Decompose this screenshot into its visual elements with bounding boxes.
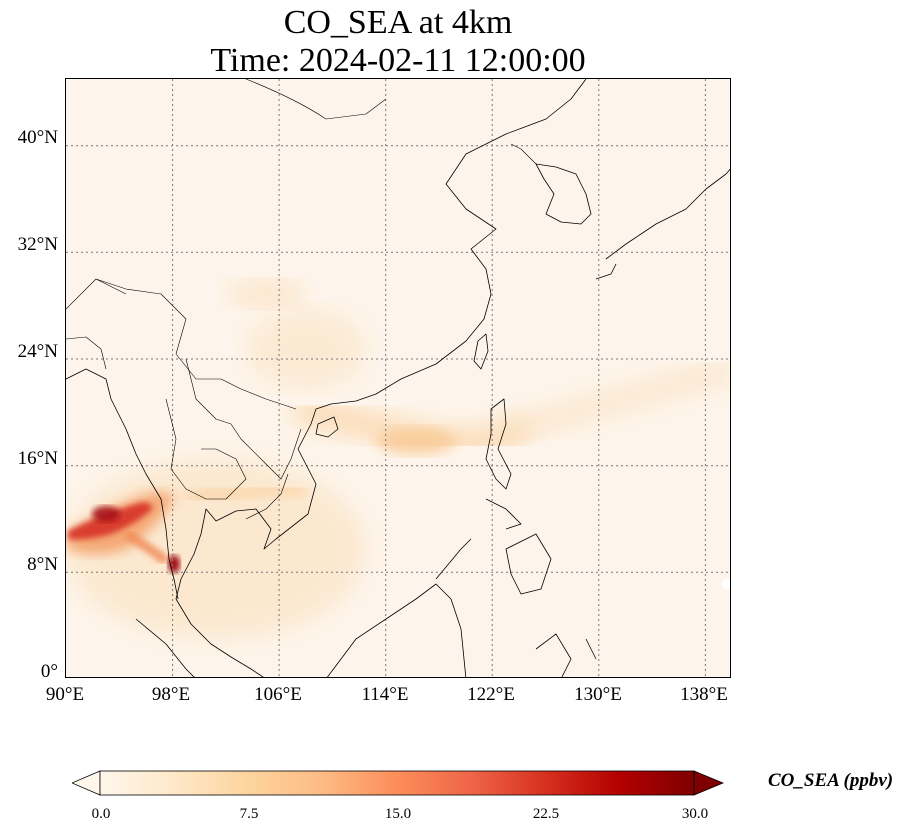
lat-tick-16n: 16°N — [17, 448, 58, 469]
coast-kyushu — [595, 263, 617, 280]
map-panel — [65, 78, 731, 678]
map-title: CO_SEA at 4km — [283, 4, 513, 41]
coast-taiwan — [473, 333, 489, 370]
lon-tick-106e: 106°E — [254, 684, 302, 705]
coast-sumatra — [135, 618, 195, 677]
lat-tick-8n: 8°N — [27, 554, 58, 575]
hotspot-kra — [168, 555, 180, 573]
border-thailand — [165, 398, 247, 500]
coast-mindanao — [505, 533, 552, 595]
missing-data-patch — [722, 579, 730, 589]
colorbar-extend-max — [693, 770, 724, 796]
lon-tick-114e: 114°E — [361, 684, 409, 705]
colorbar-tick-15: 15.0 — [384, 806, 412, 822]
map-subtitle-time: Time: 2024-02-11 12:00:00 — [210, 42, 586, 79]
colorbar-extend-min — [72, 770, 101, 796]
plume-pacific — [493, 358, 730, 445]
coastlines — [66, 79, 730, 677]
lat-tick-24n: 24°N — [17, 341, 58, 362]
coast-sulawesi — [535, 633, 572, 677]
hotspot-myanmar-peak — [92, 506, 120, 522]
plume-scs-core — [376, 427, 456, 455]
lon-tick-98e: 98°E — [151, 684, 191, 705]
border-china-south — [95, 278, 297, 410]
border-korea-china — [510, 143, 537, 165]
border-laos-vietnam — [185, 358, 302, 480]
colorbar-tick-22-5: 22.5 — [532, 806, 560, 822]
coast-hainan — [315, 416, 339, 438]
haze-central-china — [226, 280, 306, 308]
coast-moluccas — [585, 638, 597, 660]
colorbar-tick-0: 0.0 — [91, 806, 111, 822]
colorbar-label: CO_SEA (ppbv) — [768, 770, 894, 791]
lon-tick-130e: 130°E — [574, 684, 622, 705]
coast-luzon — [485, 398, 512, 490]
lon-tick-122e: 122°E — [467, 684, 515, 705]
coast-borneo — [327, 583, 467, 677]
map-svg — [66, 79, 730, 677]
border-india-myanmar — [66, 336, 107, 370]
haze-south-china — [246, 309, 366, 389]
colorbar-tick-7-5: 7.5 — [239, 806, 259, 822]
hotspot-myanmar-tail — [123, 529, 170, 565]
colorbar — [72, 770, 724, 796]
lon-tick-90e: 90°E — [45, 684, 85, 705]
colorbar-tick-30: 30.0 — [681, 806, 709, 822]
coast-myanmar — [66, 368, 179, 600]
coast-visayas — [485, 498, 522, 530]
gridlines — [66, 79, 730, 677]
coast-palawan — [435, 538, 472, 580]
lat-tick-40n: 40°N — [17, 127, 58, 148]
colorbar-gradient — [99, 770, 695, 796]
border-india-china — [66, 278, 127, 310]
co-concentration-field — [66, 280, 730, 639]
coast-mainland — [175, 79, 587, 677]
lat-tick-32n: 32°N — [17, 234, 58, 255]
lon-tick-138e: 138°E — [680, 684, 728, 705]
lat-tick-0: 0° — [40, 661, 58, 682]
border-mongolia — [245, 79, 387, 120]
border-cambodia — [245, 473, 289, 520]
coast-japan — [605, 168, 730, 260]
coast-korea — [535, 163, 592, 225]
